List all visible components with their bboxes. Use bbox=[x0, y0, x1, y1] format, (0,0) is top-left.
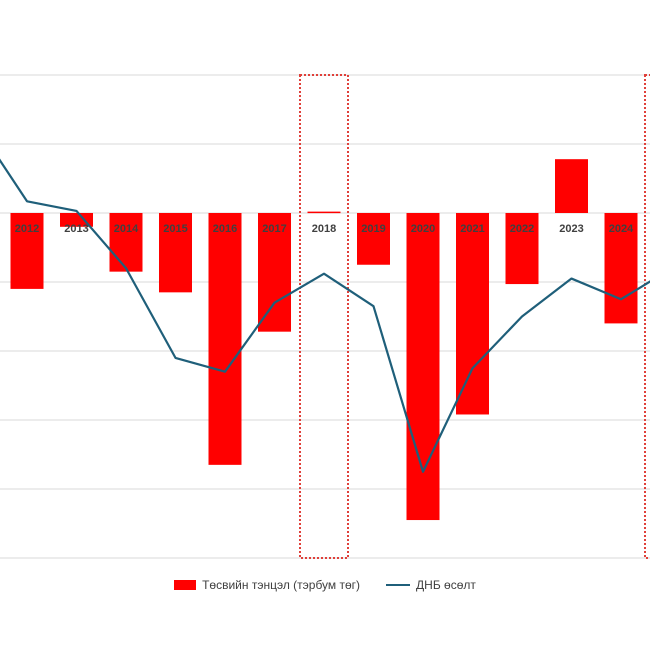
x-tick-2016: 2016 bbox=[213, 223, 237, 235]
x-tick-2021: 2021 bbox=[460, 223, 484, 235]
bar-2020 bbox=[406, 213, 440, 521]
bar-2015 bbox=[159, 213, 192, 293]
x-tick-2014: 2014 bbox=[114, 223, 139, 235]
legend: Төсвийн тэнцэл (тэрбум төг) ДНБ өсөлт bbox=[0, 575, 650, 595]
gdp-growth-line bbox=[0, 158, 650, 473]
line-series bbox=[0, 158, 650, 473]
x-tick-2023: 2023 bbox=[559, 223, 583, 235]
legend-swatch-gdp bbox=[386, 584, 411, 586]
bar-2013 bbox=[60, 213, 93, 227]
x-tick-2020: 2020 bbox=[411, 223, 435, 235]
bar-2021 bbox=[456, 213, 489, 415]
x-tick-2017: 2017 bbox=[262, 223, 286, 235]
legend-label-balance: Төсвийн тэнцэл (тэрбум төг) bbox=[202, 578, 361, 592]
bar-2017 bbox=[258, 213, 291, 332]
bar-2012 bbox=[10, 213, 44, 289]
bar-2014 bbox=[109, 213, 143, 272]
x-tick-2018: 2018 bbox=[312, 223, 336, 235]
legend-swatch-balance bbox=[174, 580, 197, 590]
highlight-box-edge bbox=[644, 74, 650, 559]
gridlines bbox=[0, 74, 650, 559]
highlight-boxes bbox=[299, 74, 650, 559]
x-tick-2022: 2022 bbox=[510, 223, 534, 235]
bar-2023 bbox=[555, 159, 588, 213]
highlight-box-2018 bbox=[299, 74, 349, 559]
bar-2016 bbox=[208, 213, 242, 465]
x-tick-2012: 2012 bbox=[15, 223, 39, 235]
x-tick-2013: 2013 bbox=[64, 223, 88, 235]
x-tick-2024: 2024 bbox=[609, 223, 634, 235]
x-tick-labels: 2012 2013 2014 2015 2016 2017 2018 2019 2020 2021… bbox=[15, 223, 634, 235]
bar-2019 bbox=[357, 213, 390, 265]
legend-item-gdp: ДНБ өсөлт bbox=[386, 578, 476, 592]
x-tick-2015: 2015 bbox=[163, 223, 187, 235]
legend-item-balance: Төсвийн тэнцэл (тэрбум төг) bbox=[174, 578, 360, 592]
bar-series bbox=[10, 159, 638, 521]
bar-2018 bbox=[307, 211, 341, 214]
x-tick-2019: 2019 bbox=[361, 223, 385, 235]
bar-2022 bbox=[505, 213, 539, 285]
bar-2024 bbox=[604, 213, 638, 324]
legend-label-gdp: ДНБ өсөлт bbox=[416, 578, 476, 592]
